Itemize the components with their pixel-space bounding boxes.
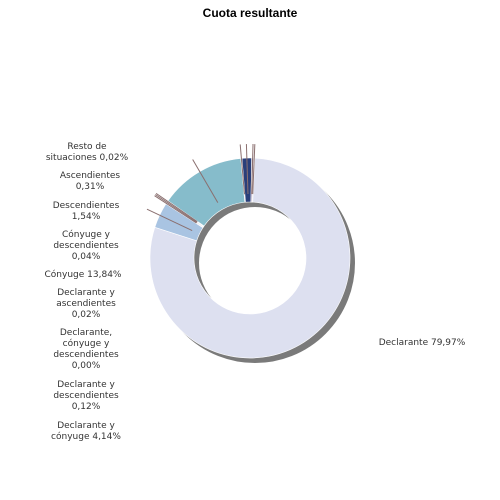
label-conyuge: Cónyuge 13,84% [44, 270, 122, 280]
label-declarante-descendientes: Declarante y descendientes 0,12% [53, 380, 119, 412]
label-declarante-conyuge: Declarante y cónyuge 4,14% [51, 421, 121, 442]
leader-declarante_descendientes [154, 195, 197, 224]
label-descendientes: Descendientes 1,54% [52, 201, 120, 222]
label-resto: Resto de situaciones 0,02% [45, 142, 129, 163]
slice-declarante [149, 157, 351, 359]
leader-resto [252, 144, 256, 195]
label-ascendientes: Ascendientes 0,31% [59, 171, 121, 192]
leader-declarante_conyuge [146, 208, 193, 232]
label-declarante-ascendientes: Declarante y ascendientes 0,02% [56, 288, 116, 320]
leader-ascendientes [251, 144, 254, 195]
leader-conyuge_descendientes [239, 144, 245, 195]
leader-conyuge [192, 159, 219, 203]
chart-title: Cuota resultante [202, 6, 298, 20]
label-declarante-conyuge-descendientes: Declarante, cónyuge y descendientes 0,00% [53, 328, 119, 371]
leader-descendientes [245, 144, 249, 195]
label-conyuge-descendientes: Cónyuge y descendientes 0,04% [53, 230, 119, 262]
label-declarante: Declarante 79,97% [378, 338, 466, 348]
leader-declarante_conyuge_descendientes [155, 194, 198, 223]
leader-declarante_ascendientes [155, 192, 198, 223]
